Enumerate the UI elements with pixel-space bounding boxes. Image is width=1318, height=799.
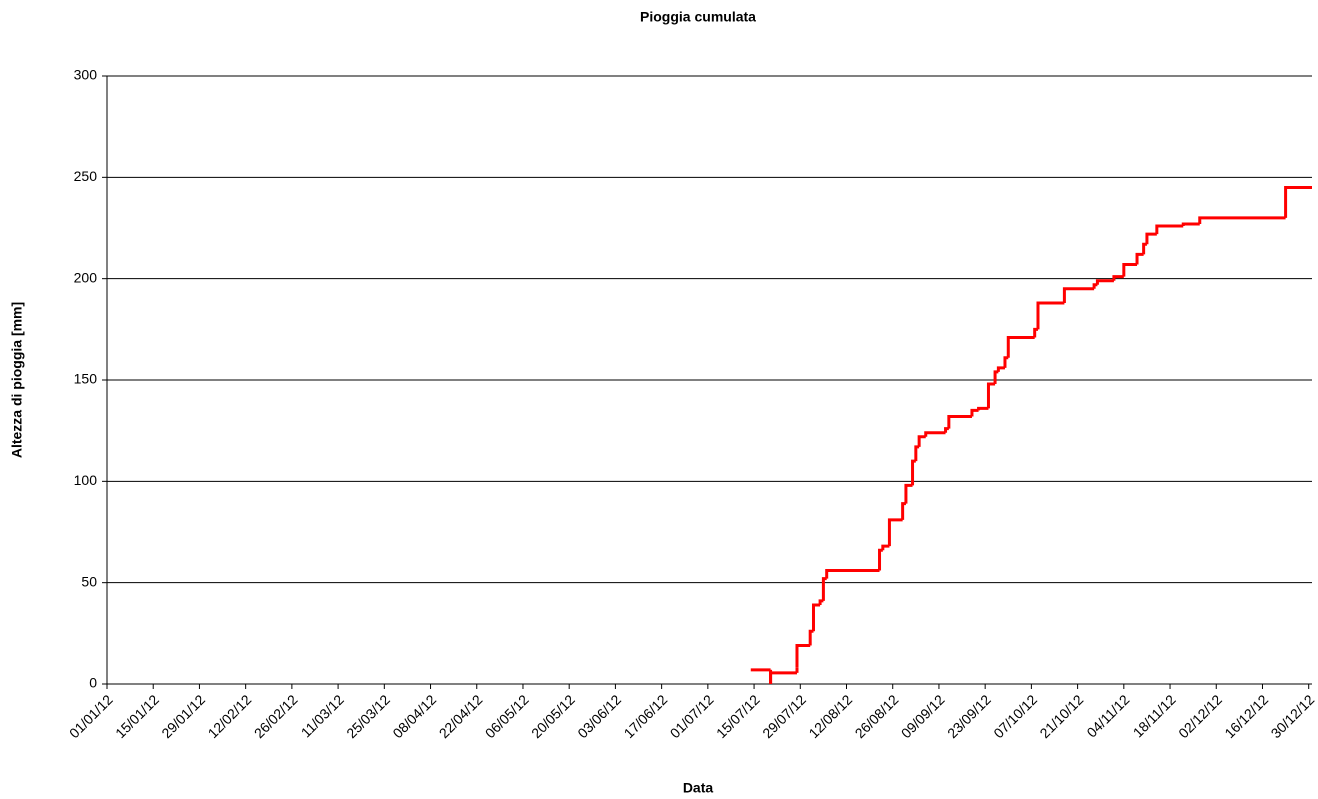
line-step [1122,262,1138,277]
line-step [1112,275,1124,281]
line-step [996,366,1005,372]
line-step [901,502,906,520]
x-tick-label: 03/06/12 [574,691,624,741]
x-tick-label: 09/09/12 [898,691,948,741]
line-step [970,408,979,417]
line-step [1036,301,1065,330]
x-tick-label: 30/12/12 [1268,691,1318,741]
x-tick-label: 17/06/12 [621,691,671,741]
y-tick-label: 100 [74,472,98,488]
x-tick-label: 02/12/12 [1175,691,1225,741]
line-step [1003,356,1009,368]
x-tick-label: 12/02/12 [205,691,255,741]
line-step [1284,185,1312,218]
x-tick-label: 01/07/12 [667,691,717,741]
line-step [769,671,797,684]
x-tick-label: 20/05/12 [528,691,578,741]
line-step [1033,327,1038,338]
x-tick-label: 08/04/12 [389,691,439,741]
line-step [887,518,903,547]
line-step [1142,242,1147,255]
line-step [1092,283,1098,289]
line-step [1145,232,1157,245]
x-axis-label: Data [683,780,714,796]
line-step [795,643,811,668]
line-step [1181,222,1200,226]
line-step [811,603,821,632]
line-step [904,483,913,504]
x-tick-label: 16/12/12 [1221,691,1271,741]
line-step [1155,224,1184,235]
x-tick-label: 29/01/12 [158,691,208,741]
line-step [944,427,949,433]
x-tick-label: 23/09/12 [944,691,994,741]
x-tick-label: 22/04/12 [436,691,486,741]
y-tick-label: 150 [74,371,98,387]
line-step [821,577,827,601]
y-tick-label: 250 [74,168,98,184]
x-tick-label: 04/11/12 [1083,691,1132,740]
x-tick-label: 07/10/12 [990,691,1040,741]
x-tick-label: 29/07/12 [759,691,809,741]
x-tick-label: 06/05/12 [482,691,532,741]
y-tick-label: 300 [74,67,98,83]
chart-title: Pioggia cumulata [640,9,756,25]
x-tick-label: 21/10/12 [1036,691,1086,741]
line-step [1062,287,1095,303]
y-tick-label: 50 [81,573,97,589]
x-tick-label: 15/01/12 [112,691,162,741]
x-tick-label: 26/08/12 [852,691,902,741]
y-axis-label: Altezza di pioggia [mm] [9,302,25,458]
line-step [914,445,920,462]
line-step [917,435,926,447]
line-step [1095,279,1114,285]
x-tick-label: 01/01/12 [66,691,116,741]
line-step [911,459,916,486]
x-tick-label: 12/08/12 [805,691,855,741]
line-step [818,599,824,605]
line-step [878,548,883,571]
line-step [1006,335,1035,358]
x-tick-label: 18/11/12 [1130,691,1179,740]
line-step [825,569,880,579]
line-step [1198,216,1286,224]
x-tick-label: 25/03/12 [343,691,393,741]
line-step [924,431,946,437]
line-step [993,370,999,385]
line-step [986,382,996,409]
line-step [947,414,972,429]
line-step [881,544,890,551]
line-step [977,406,989,411]
x-tick-label: 15/07/12 [713,691,763,741]
x-tick-label: 26/02/12 [251,691,301,741]
line-step [808,629,814,646]
y-tick-label: 0 [89,675,97,691]
line-step [1135,252,1144,265]
y-tick-label: 200 [74,269,98,285]
x-tick-label: 11/03/12 [298,691,347,740]
